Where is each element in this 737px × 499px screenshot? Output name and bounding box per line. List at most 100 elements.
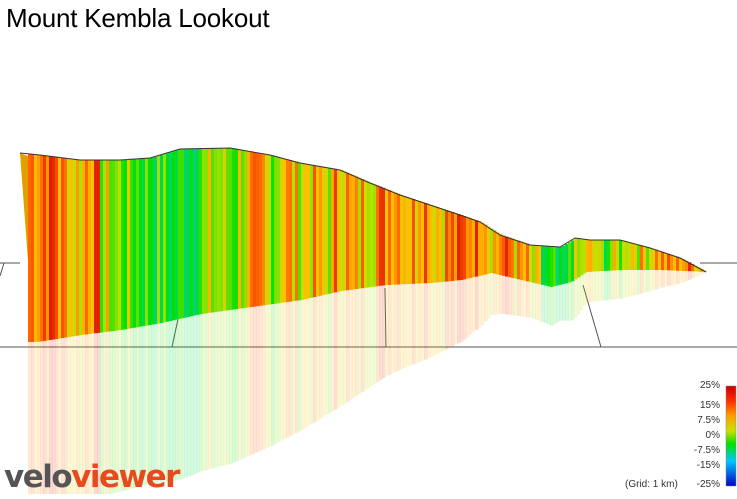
profile-strip [484, 224, 488, 275]
reflection-strip [106, 331, 110, 495]
profile-strip [625, 241, 629, 270]
profile-strip [616, 240, 620, 271]
profile-strip [244, 150, 248, 308]
profile-strip [154, 156, 158, 325]
reflection-strip [172, 320, 176, 481]
reflection-strip [493, 273, 497, 315]
reflection-strip [220, 311, 224, 466]
reflection-strip [31, 342, 35, 494]
reflection-strip [526, 281, 530, 318]
reflection-strip [544, 285, 548, 324]
profile-strip [331, 168, 335, 293]
reflection-strip [139, 326, 143, 487]
reflection-strip [382, 285, 386, 379]
reflection-strip [142, 326, 146, 486]
profile-strip [220, 148, 224, 312]
reflection-strip [631, 270, 635, 296]
profile-strip [589, 239, 593, 272]
reflection-strip [37, 341, 41, 494]
profile-strip [265, 154, 269, 305]
profile-strip [568, 242, 572, 283]
reflection-strip [145, 325, 149, 485]
profile-strip [382, 187, 386, 286]
profile-strip [376, 185, 380, 287]
reflection-strip [187, 316, 191, 477]
profile-strip [286, 159, 290, 302]
profile-strip [358, 177, 362, 289]
reflection-strip [115, 330, 119, 493]
profile-strip [448, 211, 452, 282]
profile-strip [100, 160, 104, 333]
reflection-strip [697, 271, 701, 276]
profile-strip [574, 238, 578, 280]
reflection-strip [331, 293, 335, 412]
profile-strip [649, 247, 653, 270]
grid-line-km2 [384, 287, 387, 348]
reflection-strip [412, 283, 416, 365]
profile-strip [52, 156, 56, 340]
reflection-strip [595, 271, 599, 302]
reflection-strip [553, 286, 557, 324]
reflection-strip [43, 340, 47, 494]
reflection-strip [196, 314, 200, 473]
reflection-strip [688, 271, 692, 280]
reflection-strip [406, 284, 410, 367]
profile-strip [610, 240, 614, 271]
reflection-strip [73, 336, 77, 494]
reflection-strip [610, 270, 614, 300]
reflection-strip [193, 315, 197, 475]
reflection-strip [133, 327, 137, 488]
legend-label-neg-15: -15% [696, 460, 720, 471]
profile-strip [334, 168, 338, 293]
reflection-strip [538, 284, 542, 321]
reflection-strip [208, 312, 212, 470]
reflection-strip [256, 306, 260, 453]
profile-strip [520, 241, 524, 280]
profile-strip [451, 212, 455, 281]
reflection-strip [154, 324, 158, 483]
reflection-strip [34, 342, 38, 494]
profile-strip [280, 157, 284, 303]
profile-strip [385, 189, 389, 285]
reflection-strip [277, 303, 281, 443]
reflection-strip [121, 329, 125, 492]
profile-strip [55, 156, 59, 339]
profile-strip [73, 159, 77, 337]
profile-strip [274, 156, 278, 304]
profile-strip [481, 222, 485, 276]
reflection-strip [391, 284, 395, 374]
profile-strip [208, 148, 212, 313]
profile-strip [49, 156, 53, 340]
reflection-strip [457, 280, 461, 344]
profile-strip [139, 158, 143, 327]
reflection-strip [370, 287, 374, 386]
profile-strip [607, 240, 611, 271]
profile-strip [121, 159, 125, 330]
reflection-strip [205, 313, 209, 470]
profile-strip [61, 157, 65, 338]
profile-strip [166, 153, 170, 322]
reflection-strip [88, 334, 92, 494]
profile-strip [565, 244, 569, 284]
reflection-strip [67, 337, 71, 494]
reflection-strip [703, 271, 707, 274]
profile-strip [82, 160, 86, 335]
profile-strip [493, 230, 497, 274]
profile-strip [550, 246, 554, 287]
profile-strip [262, 153, 266, 306]
reflection-strip [364, 287, 368, 390]
reflection-strip [451, 280, 455, 347]
reflection-strip [436, 282, 440, 354]
profile-strip [439, 208, 443, 283]
profile-strip [463, 216, 467, 280]
reflection-strip [103, 332, 107, 494]
profile-strip [682, 259, 686, 271]
profile-strip [658, 250, 662, 270]
profile-strip [37, 154, 41, 342]
reflection-strip [682, 271, 686, 283]
profile-strip [499, 234, 503, 276]
profile-strip [379, 186, 383, 286]
logo-part-velo: velo [4, 459, 73, 495]
reflection-strip [667, 270, 671, 287]
reflection-strip [514, 278, 518, 316]
